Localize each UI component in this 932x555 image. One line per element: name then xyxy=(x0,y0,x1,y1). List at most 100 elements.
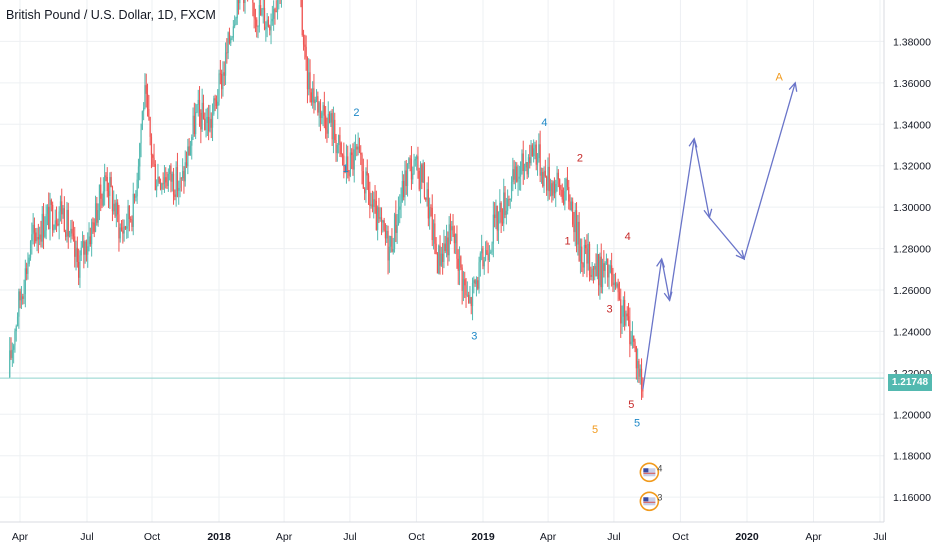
candle-body xyxy=(539,144,541,176)
candle-body xyxy=(9,350,11,377)
candle-body xyxy=(260,5,262,16)
candle-body xyxy=(639,368,641,377)
candle-body xyxy=(256,19,258,27)
candle-body xyxy=(67,209,69,237)
candle-body xyxy=(634,341,636,347)
candle-body xyxy=(503,192,505,224)
candle-body xyxy=(491,243,493,252)
candle-body xyxy=(452,226,454,235)
candle-body xyxy=(267,19,270,27)
candle-body xyxy=(71,228,73,234)
candle-body xyxy=(388,246,390,261)
candle-body xyxy=(609,265,611,273)
candle-body xyxy=(349,152,351,176)
candle-body xyxy=(122,230,124,234)
candle-body xyxy=(421,164,423,183)
candle-body xyxy=(572,201,574,225)
candle-body xyxy=(549,183,552,192)
candle-body xyxy=(447,237,449,256)
candle-body xyxy=(96,203,98,223)
candle-body xyxy=(172,173,175,195)
candle-body xyxy=(310,92,312,103)
candle-body xyxy=(37,237,39,240)
candle-body xyxy=(557,172,559,180)
wave-label: 5 xyxy=(592,424,598,436)
candle-body xyxy=(429,207,431,219)
candle-body xyxy=(162,183,164,185)
candle-body xyxy=(633,335,635,342)
candle-body xyxy=(387,230,389,261)
candle-body xyxy=(308,72,310,90)
candle-body xyxy=(258,5,260,27)
candle-body xyxy=(338,135,340,146)
candle-body xyxy=(479,253,481,263)
candle-body xyxy=(22,296,24,299)
flag-stripes-icon xyxy=(643,497,656,506)
candle-body xyxy=(516,166,518,182)
x-tick-label: Jul xyxy=(80,531,93,543)
candle-body xyxy=(412,173,414,180)
candle-body xyxy=(109,177,111,196)
y-tick-label: 1.20000 xyxy=(893,409,931,421)
candle-body xyxy=(486,250,488,255)
candle-body xyxy=(380,217,383,223)
candle-body xyxy=(581,246,583,264)
candle-body xyxy=(640,368,643,390)
candle-body xyxy=(543,170,545,187)
candle-body xyxy=(140,129,142,144)
candle-body xyxy=(150,136,153,156)
candle-body xyxy=(88,236,90,247)
y-tick-label: 1.28000 xyxy=(893,244,931,256)
y-tick-label: 1.24000 xyxy=(893,326,931,338)
candle-body xyxy=(365,171,367,194)
candle-body xyxy=(552,181,554,196)
candle-body xyxy=(587,243,589,264)
candle-body xyxy=(200,112,202,130)
candle-body xyxy=(334,119,336,141)
candle-body xyxy=(419,164,422,190)
candle-body xyxy=(120,227,123,231)
candle-body xyxy=(598,254,600,286)
candle-body xyxy=(157,176,159,186)
candle-body xyxy=(145,85,147,94)
projection-path[interactable] xyxy=(642,82,796,390)
candle-body xyxy=(530,145,532,164)
candle-body xyxy=(496,205,498,231)
candle-body xyxy=(357,146,359,150)
y-tick-label: 1.36000 xyxy=(893,78,931,90)
candle-body xyxy=(110,177,112,187)
wave-label: 3 xyxy=(471,331,477,343)
candle-body xyxy=(561,189,563,200)
candle-body xyxy=(84,241,86,255)
candle-body xyxy=(159,182,162,190)
candle-body xyxy=(106,176,108,192)
candle-body xyxy=(262,7,264,10)
candle-body xyxy=(582,263,584,268)
candle-body xyxy=(548,166,550,192)
candle-body xyxy=(474,280,476,284)
candle-body xyxy=(478,262,480,289)
candle-body xyxy=(391,236,393,252)
candle-body xyxy=(631,335,634,342)
candle-body xyxy=(613,282,615,286)
candle-body xyxy=(211,113,214,128)
candle-body xyxy=(455,233,457,244)
candle-body xyxy=(348,172,350,176)
candle-body xyxy=(133,193,136,198)
candle-body xyxy=(130,219,132,220)
candle-body xyxy=(487,254,489,261)
candle-body xyxy=(101,198,103,206)
candle-body xyxy=(54,220,56,229)
candle-body xyxy=(75,247,77,257)
candle-body xyxy=(432,223,435,241)
candle-body xyxy=(81,240,84,248)
x-tick-label: Jul xyxy=(607,531,620,543)
candle-body xyxy=(585,244,587,249)
y-tick-label: 1.34000 xyxy=(893,119,931,131)
candle-body xyxy=(520,161,522,177)
candle-body xyxy=(137,166,140,180)
candle-body xyxy=(390,236,392,247)
candle-body xyxy=(312,88,314,103)
